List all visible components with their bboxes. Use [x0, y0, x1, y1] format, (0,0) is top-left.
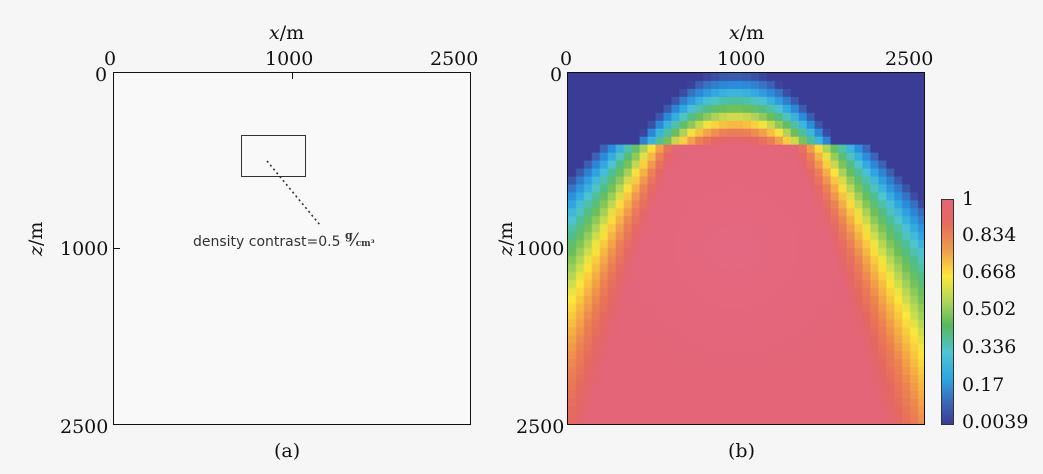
density-contrast-text: density contrast=0.5 — [193, 234, 341, 250]
colorbar — [941, 199, 954, 425]
colorbar-label-0668: 0.668 — [962, 261, 1017, 283]
panel-a-x-tick-1000: 1000 — [265, 48, 314, 70]
panel-b-z-axis-unit: /m — [495, 221, 517, 246]
colorbar-label-00039: 0.0039 — [962, 411, 1029, 433]
annotation-leader-line — [266, 160, 321, 226]
panel-a-z-tick-mark — [114, 248, 120, 249]
panel-a-x-axis-unit: /m — [279, 22, 305, 44]
panel-a-x-tick-2500: 2500 — [430, 48, 479, 70]
panel-b-caption: (b) — [728, 440, 755, 462]
panel-b-x-axis-unit: /m — [739, 22, 765, 44]
panel-a-z-tick-0: 0 — [95, 64, 108, 86]
density-unit-den: cm³ — [355, 239, 375, 249]
colorbar-label-0834: 0.834 — [962, 224, 1017, 246]
panel-a-x-tick-mark — [292, 73, 293, 79]
panel-b-z-axis-title: z/m — [495, 221, 517, 256]
panel-a-z-axis-var: z — [25, 245, 47, 256]
panel-a-z-axis-title: z/m — [25, 221, 47, 256]
panel-a-z-tick-2500: 2500 — [60, 416, 109, 438]
panel-b-x-axis-var: x — [729, 22, 740, 44]
colorbar-label-1: 1 — [962, 188, 975, 210]
colorbar-label-0502: 0.502 — [962, 298, 1017, 320]
panel-b-z-tick-1000: 1000 — [516, 238, 565, 260]
panel-b-x-tick-2500: 2500 — [885, 48, 934, 70]
density-unit-slash: ⁄ — [352, 230, 356, 251]
panel-a-x-axis-var: x — [269, 22, 280, 44]
colorbar-label-017: 0.17 — [962, 374, 1005, 396]
panel-a-z-axis-unit: /m — [25, 221, 47, 246]
panel-b-x-tick-1000: 1000 — [717, 48, 766, 70]
panel-b-heatmap — [567, 72, 925, 425]
sensitivity-heatmap-canvas — [568, 73, 924, 424]
panel-a-plot-area: density contrast=0.5 g⁄cm³ — [113, 72, 471, 425]
colorbar-label-0336: 0.336 — [962, 336, 1017, 358]
panel-b-x-axis-title: x/m — [729, 24, 764, 43]
panel-b-z-tick-0: 0 — [550, 64, 563, 86]
panel-b-z-tick-2500: 2500 — [516, 416, 565, 438]
panel-b-z-axis-var: z — [495, 245, 517, 256]
density-contrast-label: density contrast=0.5 g⁄cm³ — [193, 229, 375, 251]
panel-a-z-tick-1000: 1000 — [60, 238, 109, 260]
density-unit-num: g — [344, 229, 353, 242]
panel-a-x-tick-0: 0 — [104, 48, 117, 70]
density-unit: g⁄cm³ — [344, 229, 375, 251]
panel-a-x-axis-title: x/m — [269, 24, 304, 43]
density-anomaly-box — [241, 135, 306, 177]
panel-a-caption: (a) — [274, 440, 301, 462]
panel-b-x-tick-0: 0 — [560, 48, 573, 70]
